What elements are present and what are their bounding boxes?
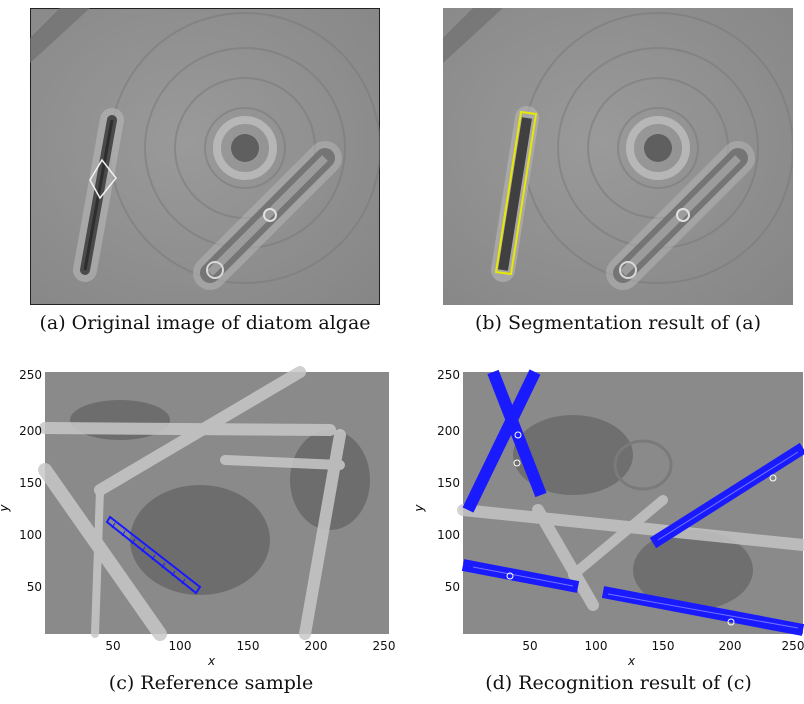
x-axis-ticks: 50 100 150 200 250: [105, 639, 395, 652]
x-tick: 200: [719, 639, 742, 652]
panel-a-image: [30, 8, 380, 305]
y-tick: 200: [19, 424, 42, 438]
y-tick: 100: [19, 528, 42, 542]
x-axis-label-d: x: [628, 654, 636, 668]
y-axis-ticks: 50 100 150 200 250: [437, 368, 460, 594]
x-axis-ticks: 50 100 150 200 250: [522, 639, 804, 652]
caption-d: (d) Recognition result of (c): [485, 672, 752, 694]
y-axis-label: y: [0, 504, 11, 513]
y-tick: 250: [437, 368, 460, 382]
caption-b: (b) Segmentation result of (a): [474, 312, 762, 334]
y-tick: 150: [437, 476, 460, 490]
x-tick: 250: [782, 639, 804, 652]
y-axis-ticks: 50 100 150 200 250: [19, 368, 42, 594]
reference-box: [105, 515, 202, 595]
x-tick: 250: [373, 639, 396, 652]
x-tick: 100: [169, 639, 192, 652]
right-diatom: [193, 141, 342, 290]
x-tick: 50: [522, 639, 537, 652]
x-tick: 200: [305, 639, 328, 652]
band-x-crossing-2: [462, 369, 541, 513]
segmentation-outline: [494, 110, 538, 276]
y-tick: 100: [437, 528, 460, 542]
caption-a: (a) Original image of diatom algae: [39, 312, 371, 334]
band-x-crossing-1: [487, 369, 547, 498]
x-tick: 150: [652, 639, 675, 652]
diamond-marker: [89, 158, 117, 200]
y-tick: 150: [19, 476, 42, 490]
panel-d-plot: 50 100 150 200 250 50 100 150 200 250 y: [413, 368, 804, 652]
y-tick: 50: [445, 580, 460, 594]
x-tick: 100: [585, 639, 608, 652]
panel-c-plot: 50 100 150 200 250 50 100 150 200 250 y: [0, 366, 395, 652]
right-diatom: [606, 141, 755, 290]
x-tick: 150: [237, 639, 260, 652]
caption-c: (c) Reference sample: [108, 672, 314, 694]
x-axis-label-c: x: [208, 654, 216, 668]
y-axis-label: y: [413, 504, 426, 513]
x-tick: 50: [105, 639, 120, 652]
y-tick: 50: [27, 580, 42, 594]
left-diatom: [491, 106, 539, 282]
panel-b-image: [443, 8, 793, 305]
y-tick: 250: [19, 368, 42, 382]
y-tick: 200: [437, 424, 460, 438]
